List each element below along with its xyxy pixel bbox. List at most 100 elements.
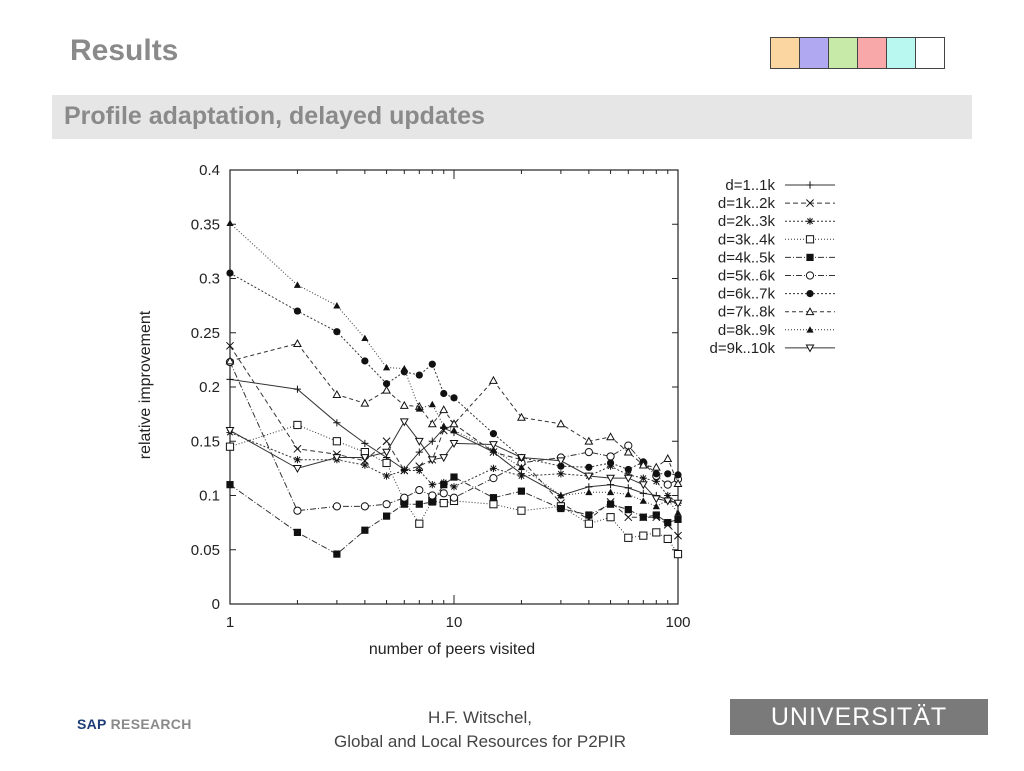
data-point [293,307,302,315]
legend-marker [806,253,814,261]
data-point [293,506,302,515]
data-point [226,219,234,227]
data-point [415,448,423,456]
data-point [673,478,683,487]
data-point [516,412,526,421]
legend-label: d=1..1k [725,177,775,194]
data-point [517,506,526,515]
data-point [293,281,302,288]
y-tick-label: 0.2 [199,379,220,396]
legend-marker [806,181,814,189]
legend-label: d=1k..2k [718,195,776,212]
color-swatch [887,38,916,68]
data-point [450,483,458,491]
legend-marker [806,217,814,225]
university-logo: UNIVERSITÄT LEIPZIG [730,699,988,767]
data-point [674,509,682,516]
data-point [361,461,369,469]
data-point [428,360,436,368]
data-point [440,422,448,429]
footer-credit: H.F. Witschel, Global and Local Resource… [290,706,670,754]
data-point [449,419,459,428]
data-point [361,334,369,342]
data-point [292,464,302,474]
data-point [414,437,424,446]
data-point [674,531,682,540]
y-tick-label: 0.3 [199,271,220,288]
data-point [450,394,458,402]
data-point [639,531,648,540]
y-tick-label: 0.1 [199,488,220,505]
data-point [333,302,341,309]
line-chart: 0 0.05 0.1 0.15 0.2 0.25 0.3 0.35 0.4 1 10 100 numbe… [137,162,835,658]
data-point [606,513,615,522]
data-point [428,481,436,489]
y-tick-label: 0.25 [191,325,220,342]
data-point [382,458,391,468]
data-point [382,500,391,509]
data-point [361,526,369,534]
data-point [293,456,302,464]
data-point [400,466,408,475]
data-point [556,457,566,466]
data-point [360,454,370,463]
data-point [517,463,526,471]
legend-marker [806,199,814,208]
data-point [584,519,593,528]
data-point [557,504,565,513]
legend-marker [805,307,815,316]
data-point [488,441,498,450]
legend-marker [806,290,814,298]
data-point [428,400,436,408]
series-line [229,432,679,504]
data-point [624,506,632,514]
data-point [293,444,302,453]
data-point [638,460,648,469]
y-tick-label: 0.4 [199,162,220,179]
data-point [427,419,437,428]
y-tick-label: 0.05 [191,542,220,559]
data-point [606,452,615,461]
series-9 [226,219,682,516]
data-point [638,481,648,490]
data-point [293,385,302,393]
data-point [415,405,423,412]
data-point [557,491,565,499]
data-point [651,495,661,504]
data-point [428,491,437,500]
data-point [399,400,409,409]
legend-entry: d=7k..8k [718,304,835,321]
data-point [440,389,448,398]
data-point [489,430,498,438]
data-point [517,487,526,495]
data-point [361,439,369,448]
data-point [557,470,565,478]
data-point [674,471,682,479]
y-tick-label: 0.35 [191,216,220,233]
data-point [360,502,369,511]
data-point [226,481,234,489]
data-point [489,474,498,483]
x-tick-label: 10 [446,614,463,631]
logo-sap-text: SAP [77,716,107,732]
data-point [663,480,672,489]
data-point [293,420,302,430]
data-point [606,459,615,467]
data-point [382,437,391,446]
data-point [584,472,594,481]
data-point [399,418,409,427]
legend-entry: d=1k..2k [718,195,835,212]
data-point [639,489,647,497]
legend-marker [805,235,815,244]
sap-research-logo: SAP RESEARCH [77,716,192,732]
data-point [415,371,423,379]
legend-entry: d=3k..4k [718,231,835,248]
legend-marker [805,271,815,280]
data-point [415,485,424,495]
data-point [516,454,526,463]
data-point [652,477,660,485]
legend-label: d=4k..5k [718,249,776,266]
data-point [652,528,661,537]
legend-entry: d=8k..9k [718,322,835,339]
data-point [360,398,370,407]
